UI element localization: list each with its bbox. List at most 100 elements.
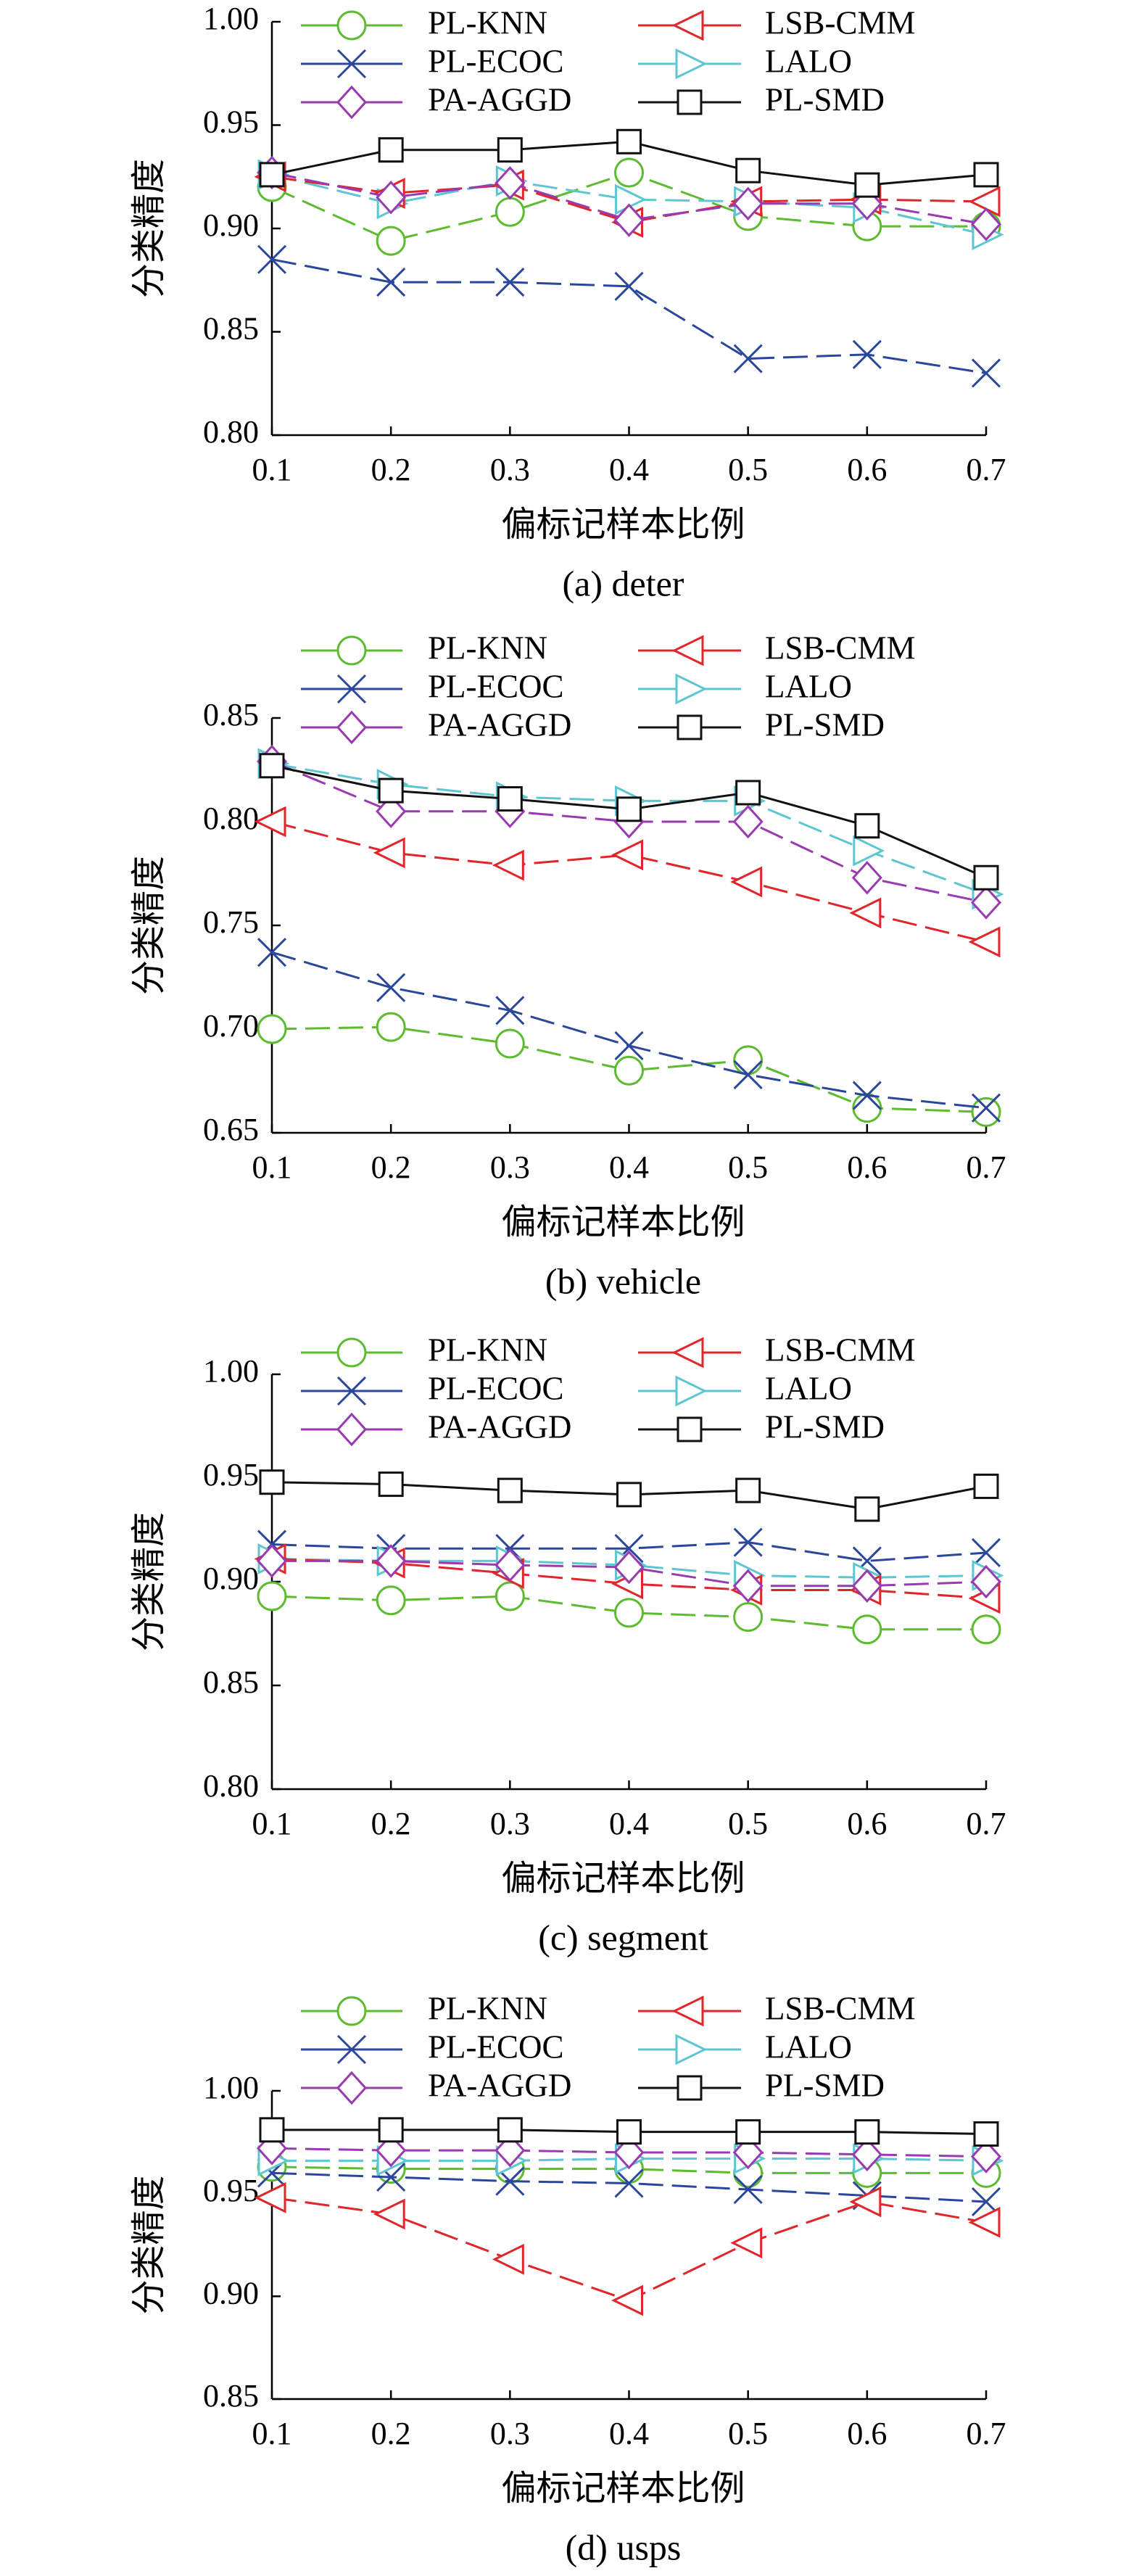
- x-tick-label: 0.3: [490, 452, 530, 487]
- x-tick-label: 0.1: [252, 1806, 292, 1841]
- legend-label: PL-SMD: [765, 1408, 885, 1445]
- legend-label: PL-KNN: [428, 1990, 547, 2026]
- y-tick-label: 0.85: [203, 1664, 259, 1700]
- data-point: [611, 839, 643, 871]
- data-point: [732, 804, 764, 839]
- data-point: [613, 1550, 645, 1585]
- data-point: [971, 1097, 1001, 1127]
- y-tick-label: 0.80: [203, 414, 259, 450]
- data-point: [497, 2117, 523, 2143]
- data-point: [968, 186, 1001, 218]
- data-point: [971, 1614, 1001, 1645]
- data-point: [616, 2119, 642, 2145]
- data-point: [970, 886, 1002, 920]
- legend-marker: [676, 2075, 703, 2101]
- data-point: [733, 1045, 764, 1076]
- data-point: [614, 157, 644, 188]
- data-point: [854, 813, 880, 839]
- data-point: [495, 166, 526, 200]
- data-point: [614, 2168, 644, 2198]
- data-point: [735, 780, 761, 806]
- y-tick-label: 0.65: [203, 1112, 259, 1147]
- data-point: [497, 1477, 523, 1503]
- legend: PL-KNN LSB-CMM PL-ECOC LALO PA-AGGD PL-SMD: [301, 629, 916, 745]
- data-point: [495, 1028, 525, 1059]
- x-tick-label: 0.3: [490, 2416, 530, 2451]
- legend-marker: [336, 49, 367, 79]
- y-tick-label: 0.70: [203, 1008, 259, 1044]
- legend-marker: [336, 85, 368, 120]
- legend-marker: [675, 48, 708, 80]
- data-point: [732, 2135, 764, 2170]
- chart-panel-2: 0.65 0.70 0.75 0.80 0.85 0.1 0.2 0.3 0.4 0.5 0.6 0.…: [130, 629, 1006, 1301]
- x-tick-label: 0.5: [728, 1806, 768, 1841]
- x-tick-label: 0.7: [967, 1149, 1006, 1185]
- data-point: [495, 1581, 525, 1611]
- data-point: [849, 897, 882, 929]
- data-point: [851, 1569, 882, 1603]
- data-point: [614, 1055, 644, 1086]
- data-point: [733, 1060, 763, 1089]
- series-pa-aggd: [256, 1544, 1002, 1603]
- legend-label: PA-AGGD: [428, 706, 571, 743]
- data-point: [968, 926, 1001, 958]
- chart-caption: (c) segment: [538, 1917, 708, 1957]
- data-point: [973, 1473, 999, 1499]
- data-point: [259, 1469, 285, 1495]
- legend-marker: [675, 2034, 708, 2065]
- x-tick-label: 0.1: [252, 452, 292, 487]
- legend-marker: [336, 635, 367, 666]
- legend-label: PL-ECOC: [428, 1370, 564, 1406]
- y-tick-label: 0.80: [203, 1768, 259, 1804]
- data-point: [378, 1471, 404, 1498]
- legend-marker: [676, 1416, 703, 1442]
- legend-label: PA-AGGD: [428, 1408, 571, 1445]
- data-point: [852, 339, 882, 369]
- data-point: [378, 2117, 404, 2143]
- series-pa-aggd: [256, 744, 1002, 920]
- legend: PL-KNN LSB-CMM PL-ECOC LALO PA-AGGD PL-SMD: [301, 1990, 916, 2105]
- data-point: [259, 162, 285, 188]
- x-tick-label: 0.6: [847, 2416, 887, 2451]
- data-point: [611, 2284, 643, 2316]
- legend-label: LSB-CMM: [765, 1332, 916, 1368]
- legend-marker: [671, 1995, 704, 2027]
- x-tick-label: 0.2: [371, 1149, 411, 1185]
- data-point: [492, 2243, 524, 2275]
- data-point: [735, 2119, 761, 2145]
- x-axis-label: 偏标记样本比例: [501, 505, 745, 544]
- legend-label: PL-SMD: [765, 706, 885, 743]
- legend-marker: [336, 1412, 368, 1447]
- data-point: [376, 794, 407, 828]
- data-point: [497, 786, 523, 812]
- data-point: [376, 973, 406, 1002]
- x-tick-label: 0.6: [847, 452, 887, 487]
- data-point: [735, 157, 761, 183]
- series-pl-ecoc: [257, 244, 1001, 388]
- data-point: [378, 137, 404, 163]
- y-axis-label: 分类精度: [130, 856, 168, 995]
- data-point: [259, 2117, 285, 2143]
- legend-label: LALO: [765, 2028, 852, 2065]
- data-point: [971, 1537, 1001, 1568]
- data-point: [849, 2186, 882, 2218]
- legend-label: PL-SMD: [765, 2067, 885, 2103]
- data-point: [970, 207, 1002, 242]
- data-point: [616, 128, 642, 154]
- data-point: [257, 1014, 287, 1044]
- x-tick-label: 0.7: [967, 1806, 1006, 1841]
- legend-label: PA-AGGD: [428, 81, 571, 117]
- legend-marker: [671, 9, 704, 41]
- data-point: [973, 2121, 999, 2147]
- y-tick-label: 0.90: [203, 207, 259, 243]
- series-pl-ecoc: [257, 938, 1001, 1123]
- series-lsb-cmm: [254, 806, 1001, 958]
- series-pa-aggd: [256, 2131, 1002, 2174]
- x-tick-label: 0.5: [728, 1149, 768, 1185]
- data-point: [614, 271, 644, 301]
- data-point: [257, 244, 287, 274]
- data-point: [495, 996, 525, 1025]
- legend-marker: [336, 2034, 367, 2065]
- y-tick-label: 1.00: [203, 1, 259, 36]
